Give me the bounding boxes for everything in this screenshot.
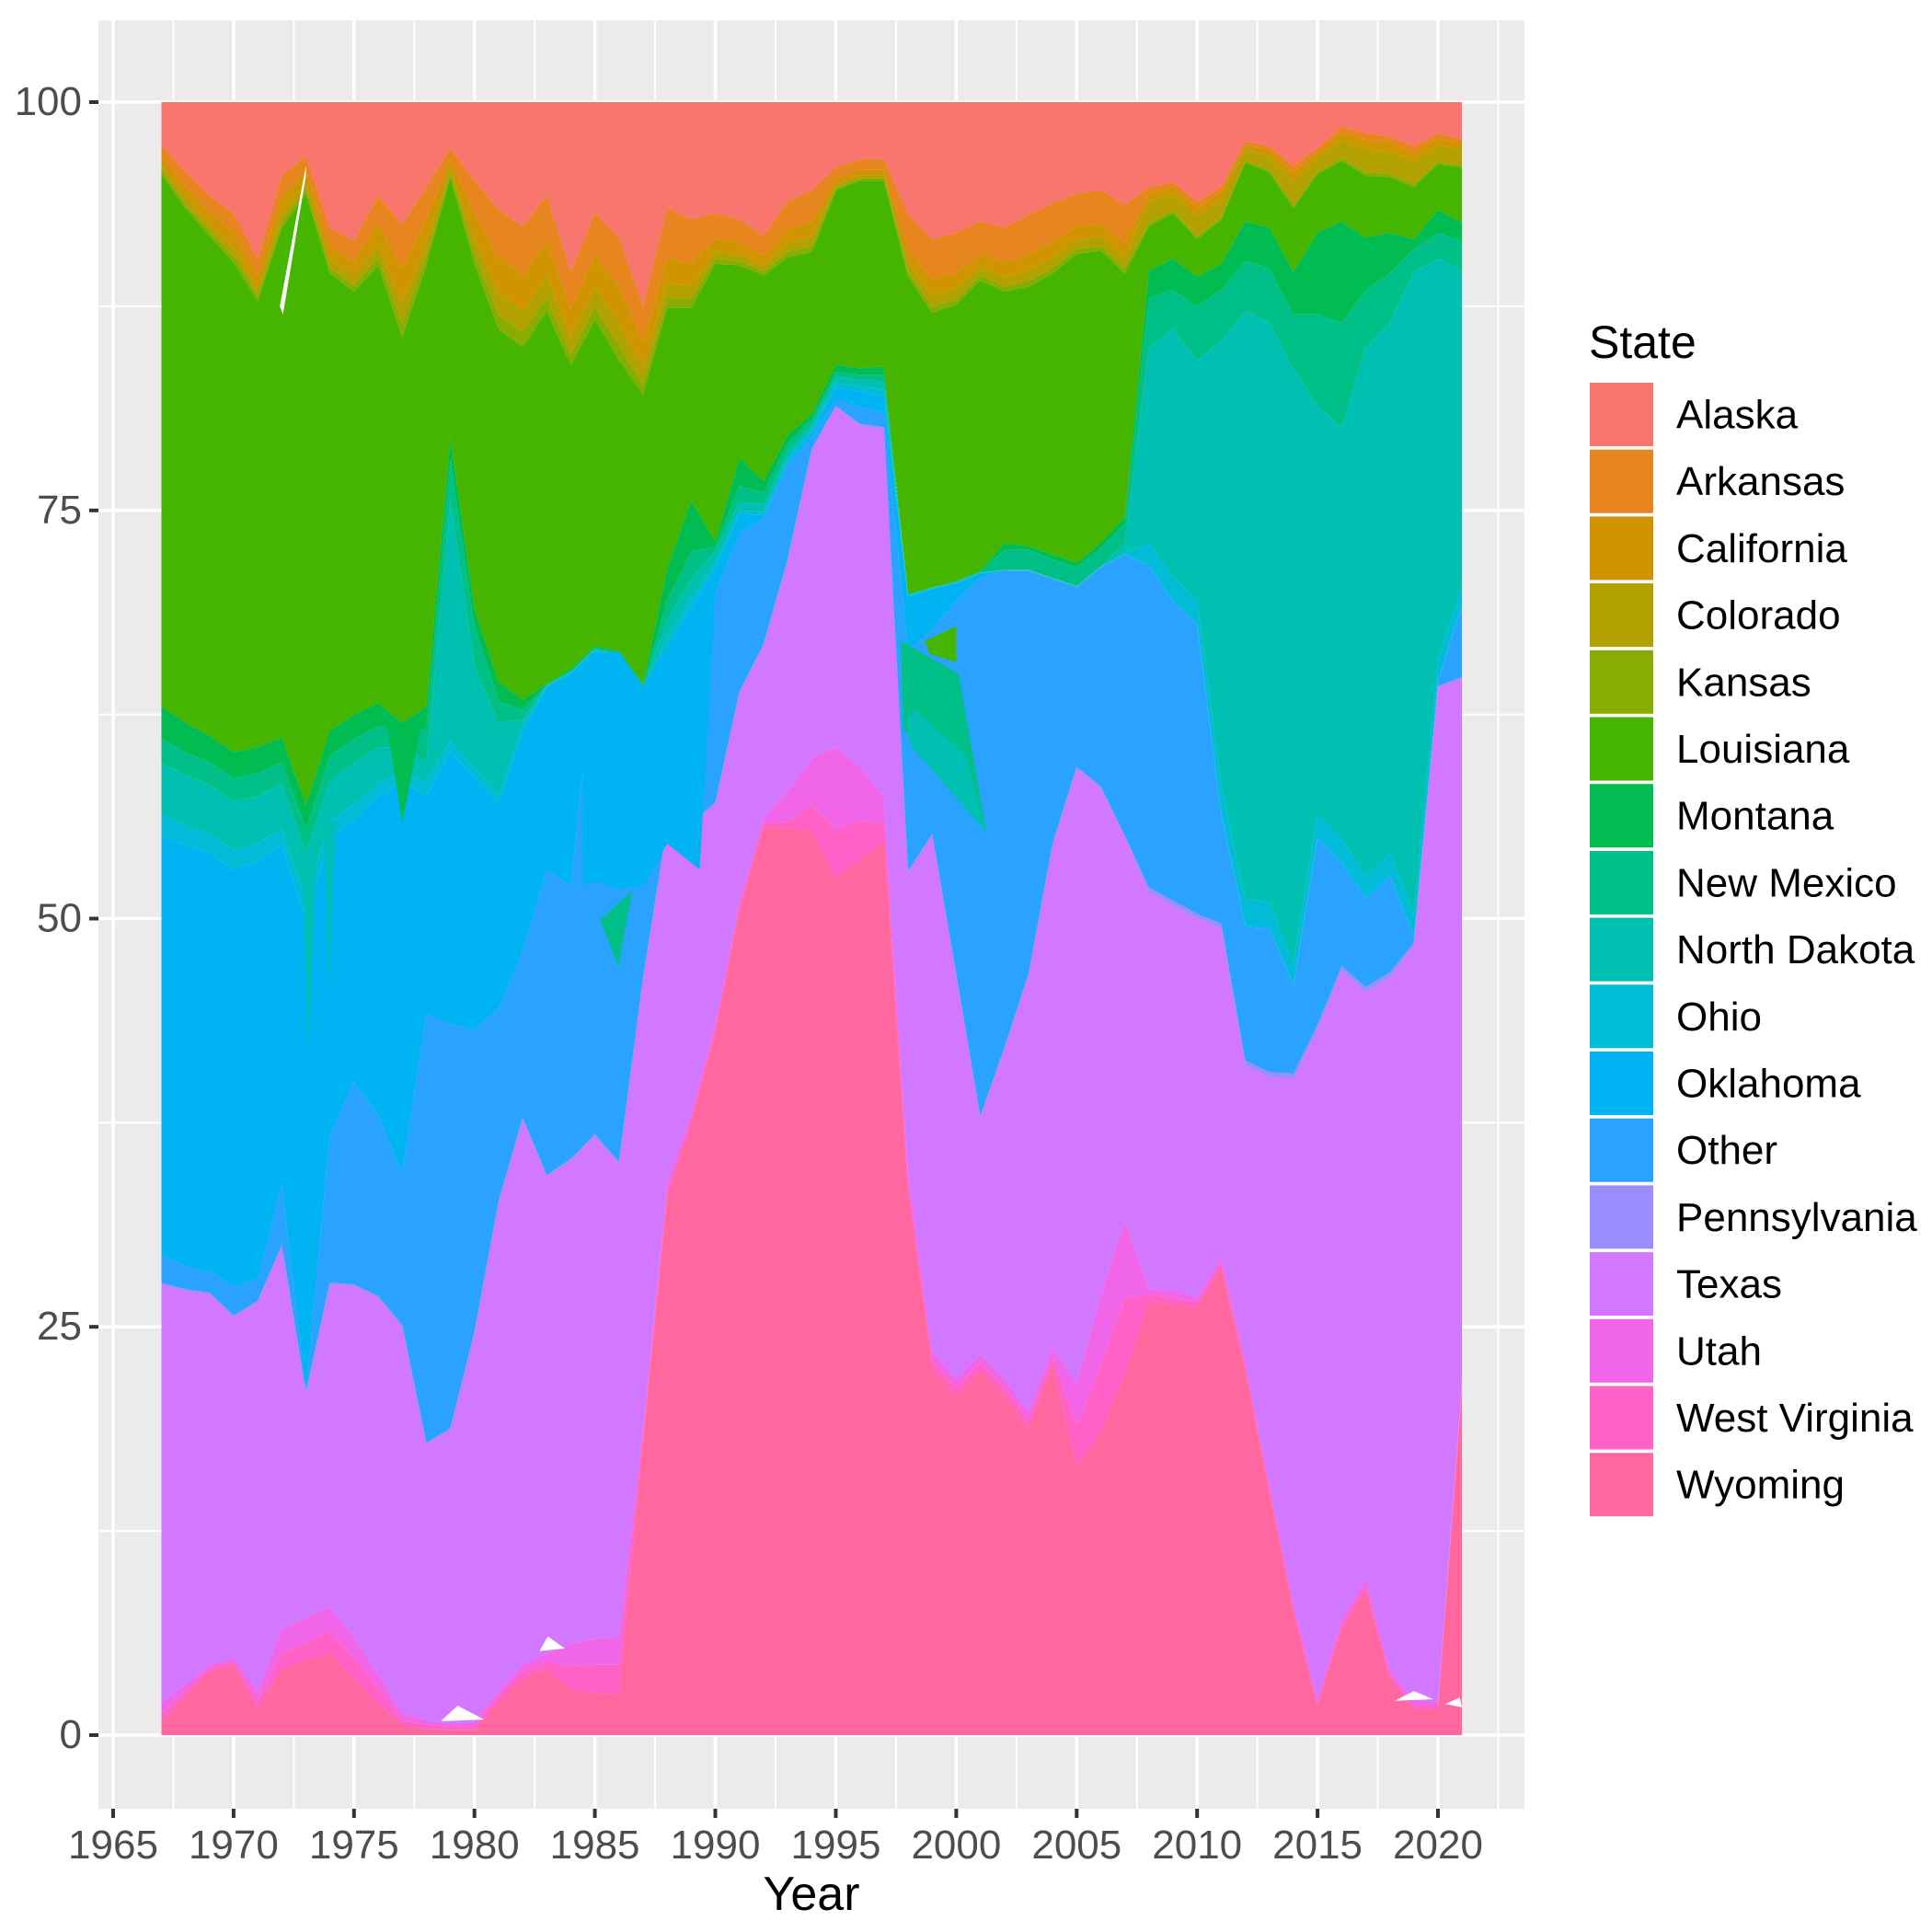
svg-text:State: State [1589, 316, 1696, 368]
svg-text:Wyoming: Wyoming [1676, 1463, 1845, 1508]
svg-text:75: 75 [37, 488, 82, 533]
svg-text:Alaska: Alaska [1676, 393, 1799, 438]
svg-text:Montana: Montana [1676, 794, 1834, 839]
svg-text:2020: 2020 [1393, 1823, 1483, 1868]
svg-text:1970: 1970 [189, 1823, 279, 1868]
svg-text:1985: 1985 [550, 1823, 640, 1868]
svg-text:Arkansas: Arkansas [1676, 459, 1845, 504]
svg-text:Texas: Texas [1676, 1262, 1782, 1307]
svg-text:Colorado: Colorado [1676, 593, 1841, 638]
svg-text:50: 50 [37, 896, 82, 941]
svg-text:2005: 2005 [1031, 1823, 1121, 1868]
svg-text:1990: 1990 [671, 1823, 761, 1868]
svg-text:Louisiana: Louisiana [1676, 727, 1850, 772]
svg-text:Pennsylvania: Pennsylvania [1676, 1195, 1917, 1240]
svg-text:2000: 2000 [911, 1823, 1001, 1868]
svg-text:1975: 1975 [309, 1823, 399, 1868]
svg-text:2015: 2015 [1272, 1823, 1363, 1868]
svg-text:Year: Year [763, 1868, 859, 1921]
svg-text:Other: Other [1676, 1128, 1777, 1173]
svg-text:Utah: Utah [1676, 1328, 1762, 1374]
svg-text:100: 100 [15, 79, 82, 124]
svg-text:1995: 1995 [791, 1823, 881, 1868]
svg-text:1980: 1980 [430, 1823, 520, 1868]
svg-text:California: California [1676, 526, 1847, 571]
svg-text:Oklahoma: Oklahoma [1676, 1062, 1861, 1107]
svg-text:Ohio: Ohio [1676, 995, 1762, 1040]
svg-text:West Virginia: West Virginia [1676, 1396, 1914, 1441]
svg-text:New Mexico: New Mexico [1676, 860, 1897, 905]
svg-text:1965: 1965 [68, 1823, 158, 1868]
svg-text:2010: 2010 [1152, 1823, 1242, 1868]
svg-text:0: 0 [60, 1712, 82, 1757]
svg-text:Kansas: Kansas [1676, 660, 1811, 705]
svg-text:North Dakota: North Dakota [1676, 927, 1915, 972]
svg-text:25: 25 [37, 1304, 82, 1349]
